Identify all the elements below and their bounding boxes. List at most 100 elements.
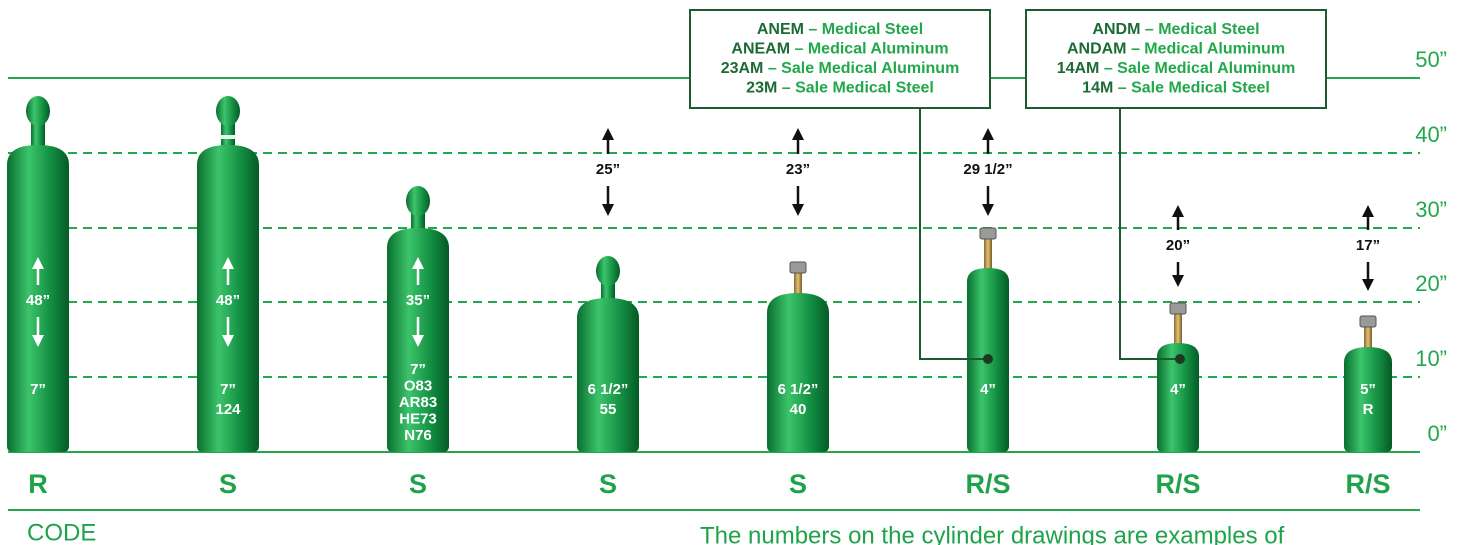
cylinder-label: 6 1/2” — [588, 381, 629, 398]
callout-text: – Medical Steel — [804, 21, 923, 38]
callout-text: – Medical Steel — [1140, 21, 1259, 38]
arrow-head — [1362, 279, 1374, 291]
callout-line: ANEM – Medical Steel — [757, 21, 923, 38]
code-label: R/S — [965, 469, 1010, 499]
leader-dot — [1175, 354, 1185, 364]
dimension-label: 25” — [596, 161, 620, 178]
callout-code: 14M — [1082, 80, 1113, 97]
cylinder-label: 6 1/2” — [778, 381, 819, 398]
arrow-head — [222, 257, 234, 269]
leader-dot — [983, 354, 993, 364]
code-label: R/S — [1155, 469, 1200, 499]
dimension-label: 48” — [26, 292, 50, 309]
leader-line — [919, 108, 988, 360]
arrow-head — [1172, 205, 1184, 217]
callout-text: – Sale Medical Steel — [1113, 80, 1270, 97]
callout-line: 14M – Sale Medical Steel — [1082, 80, 1270, 97]
cylinder-label: 5” — [1360, 381, 1376, 398]
cylinder-label: 7” — [220, 381, 236, 398]
cylinder-label: 7” — [30, 381, 46, 398]
valve-nut — [789, 261, 807, 274]
code-label: S — [599, 469, 617, 499]
valve-stem — [794, 272, 802, 297]
arrow-head — [32, 335, 44, 347]
cylinder-cap — [596, 256, 620, 286]
code-label: S — [219, 469, 237, 499]
dimension-label: 20” — [1166, 237, 1190, 254]
cylinder-label: 4” — [1170, 381, 1186, 398]
cylinder-label: R — [1363, 401, 1374, 418]
callout-text: – Medical Aluminum — [790, 41, 949, 58]
dimension-label: 35” — [406, 292, 430, 309]
dimension-label: 48” — [216, 292, 240, 309]
scale-label: 10” — [1415, 346, 1447, 371]
arrow-head — [792, 128, 804, 140]
callout-line: ANEAM – Medical Aluminum — [731, 41, 948, 58]
valve-nut — [979, 227, 997, 240]
code-label: R/S — [1345, 469, 1390, 499]
arrow-head — [602, 128, 614, 140]
cylinder-label: 124 — [215, 401, 241, 418]
cylinder-body — [1157, 343, 1199, 452]
legend-title: CODE — [27, 519, 96, 545]
callout-text: – Sale Medical Aluminum — [1099, 60, 1295, 77]
code-label: S — [789, 469, 807, 499]
arrow-head — [222, 335, 234, 347]
callout-code: 23AM — [721, 60, 764, 77]
callout-line: 14AM – Sale Medical Aluminum — [1057, 60, 1296, 77]
callout-box — [689, 9, 991, 109]
arrow-head — [982, 204, 994, 216]
leader-line — [1119, 108, 1180, 360]
callout-code: ANDAM — [1067, 41, 1127, 58]
cylinder-label: O83 — [404, 377, 432, 394]
valve-stem — [1174, 313, 1182, 347]
scale-label: 30” — [1415, 197, 1447, 222]
valve-stem — [984, 238, 992, 272]
callout-code: ANEAM — [731, 41, 790, 58]
arrow-head — [1172, 275, 1184, 287]
cylinder-label: 40 — [790, 401, 807, 418]
dimension-label: 23” — [786, 161, 810, 178]
cylinder-body — [577, 298, 639, 452]
scale-label: 40” — [1415, 122, 1447, 147]
callout-code: 14AM — [1057, 60, 1100, 77]
arrow-head — [982, 128, 994, 140]
valve-nut — [1359, 315, 1377, 328]
cylinder-cap — [26, 96, 50, 126]
dimension-label: 29 1/2” — [963, 161, 1012, 178]
footer-text: The numbers on the cylinder drawings are… — [700, 522, 1285, 545]
arrow-head — [1362, 205, 1374, 217]
arrow-head — [412, 257, 424, 269]
scale-label: 0” — [1427, 421, 1447, 446]
cylinder-label: N76 — [404, 427, 432, 444]
callout-line: 23AM – Sale Medical Aluminum — [721, 60, 960, 77]
valve-nut — [1169, 302, 1187, 315]
callout-text: – Medical Aluminum — [1127, 41, 1286, 58]
code-label: R — [28, 469, 48, 499]
dimension-label: 17” — [1356, 237, 1380, 254]
callout-text: – Sale Medical Aluminum — [763, 60, 959, 77]
cylinder-label: 4” — [980, 381, 996, 398]
cylinder-label: HE73 — [399, 410, 437, 427]
cylinder-label: 7” — [410, 361, 426, 378]
code-label: S — [409, 469, 427, 499]
cylinder-body — [7, 145, 69, 452]
callout-code: ANDM — [1092, 21, 1140, 38]
scale-label: 50” — [1415, 47, 1447, 72]
callout-line: 23M – Sale Medical Steel — [746, 80, 934, 97]
valve-stem — [1364, 326, 1372, 351]
cylinder-cap — [406, 186, 430, 216]
scale-label: 20” — [1415, 271, 1447, 296]
callout-text: – Sale Medical Steel — [777, 80, 934, 97]
arrow-head — [412, 335, 424, 347]
callout-box — [1025, 9, 1327, 109]
callout-code: ANEM — [757, 21, 804, 38]
cylinder-body — [767, 293, 829, 452]
arrow-head — [602, 204, 614, 216]
cylinder-label: 55 — [600, 401, 617, 418]
arrow-head — [32, 257, 44, 269]
cap-band — [220, 135, 236, 139]
cylinder-body — [197, 145, 259, 452]
callout-line: ANDM – Medical Steel — [1092, 21, 1259, 38]
